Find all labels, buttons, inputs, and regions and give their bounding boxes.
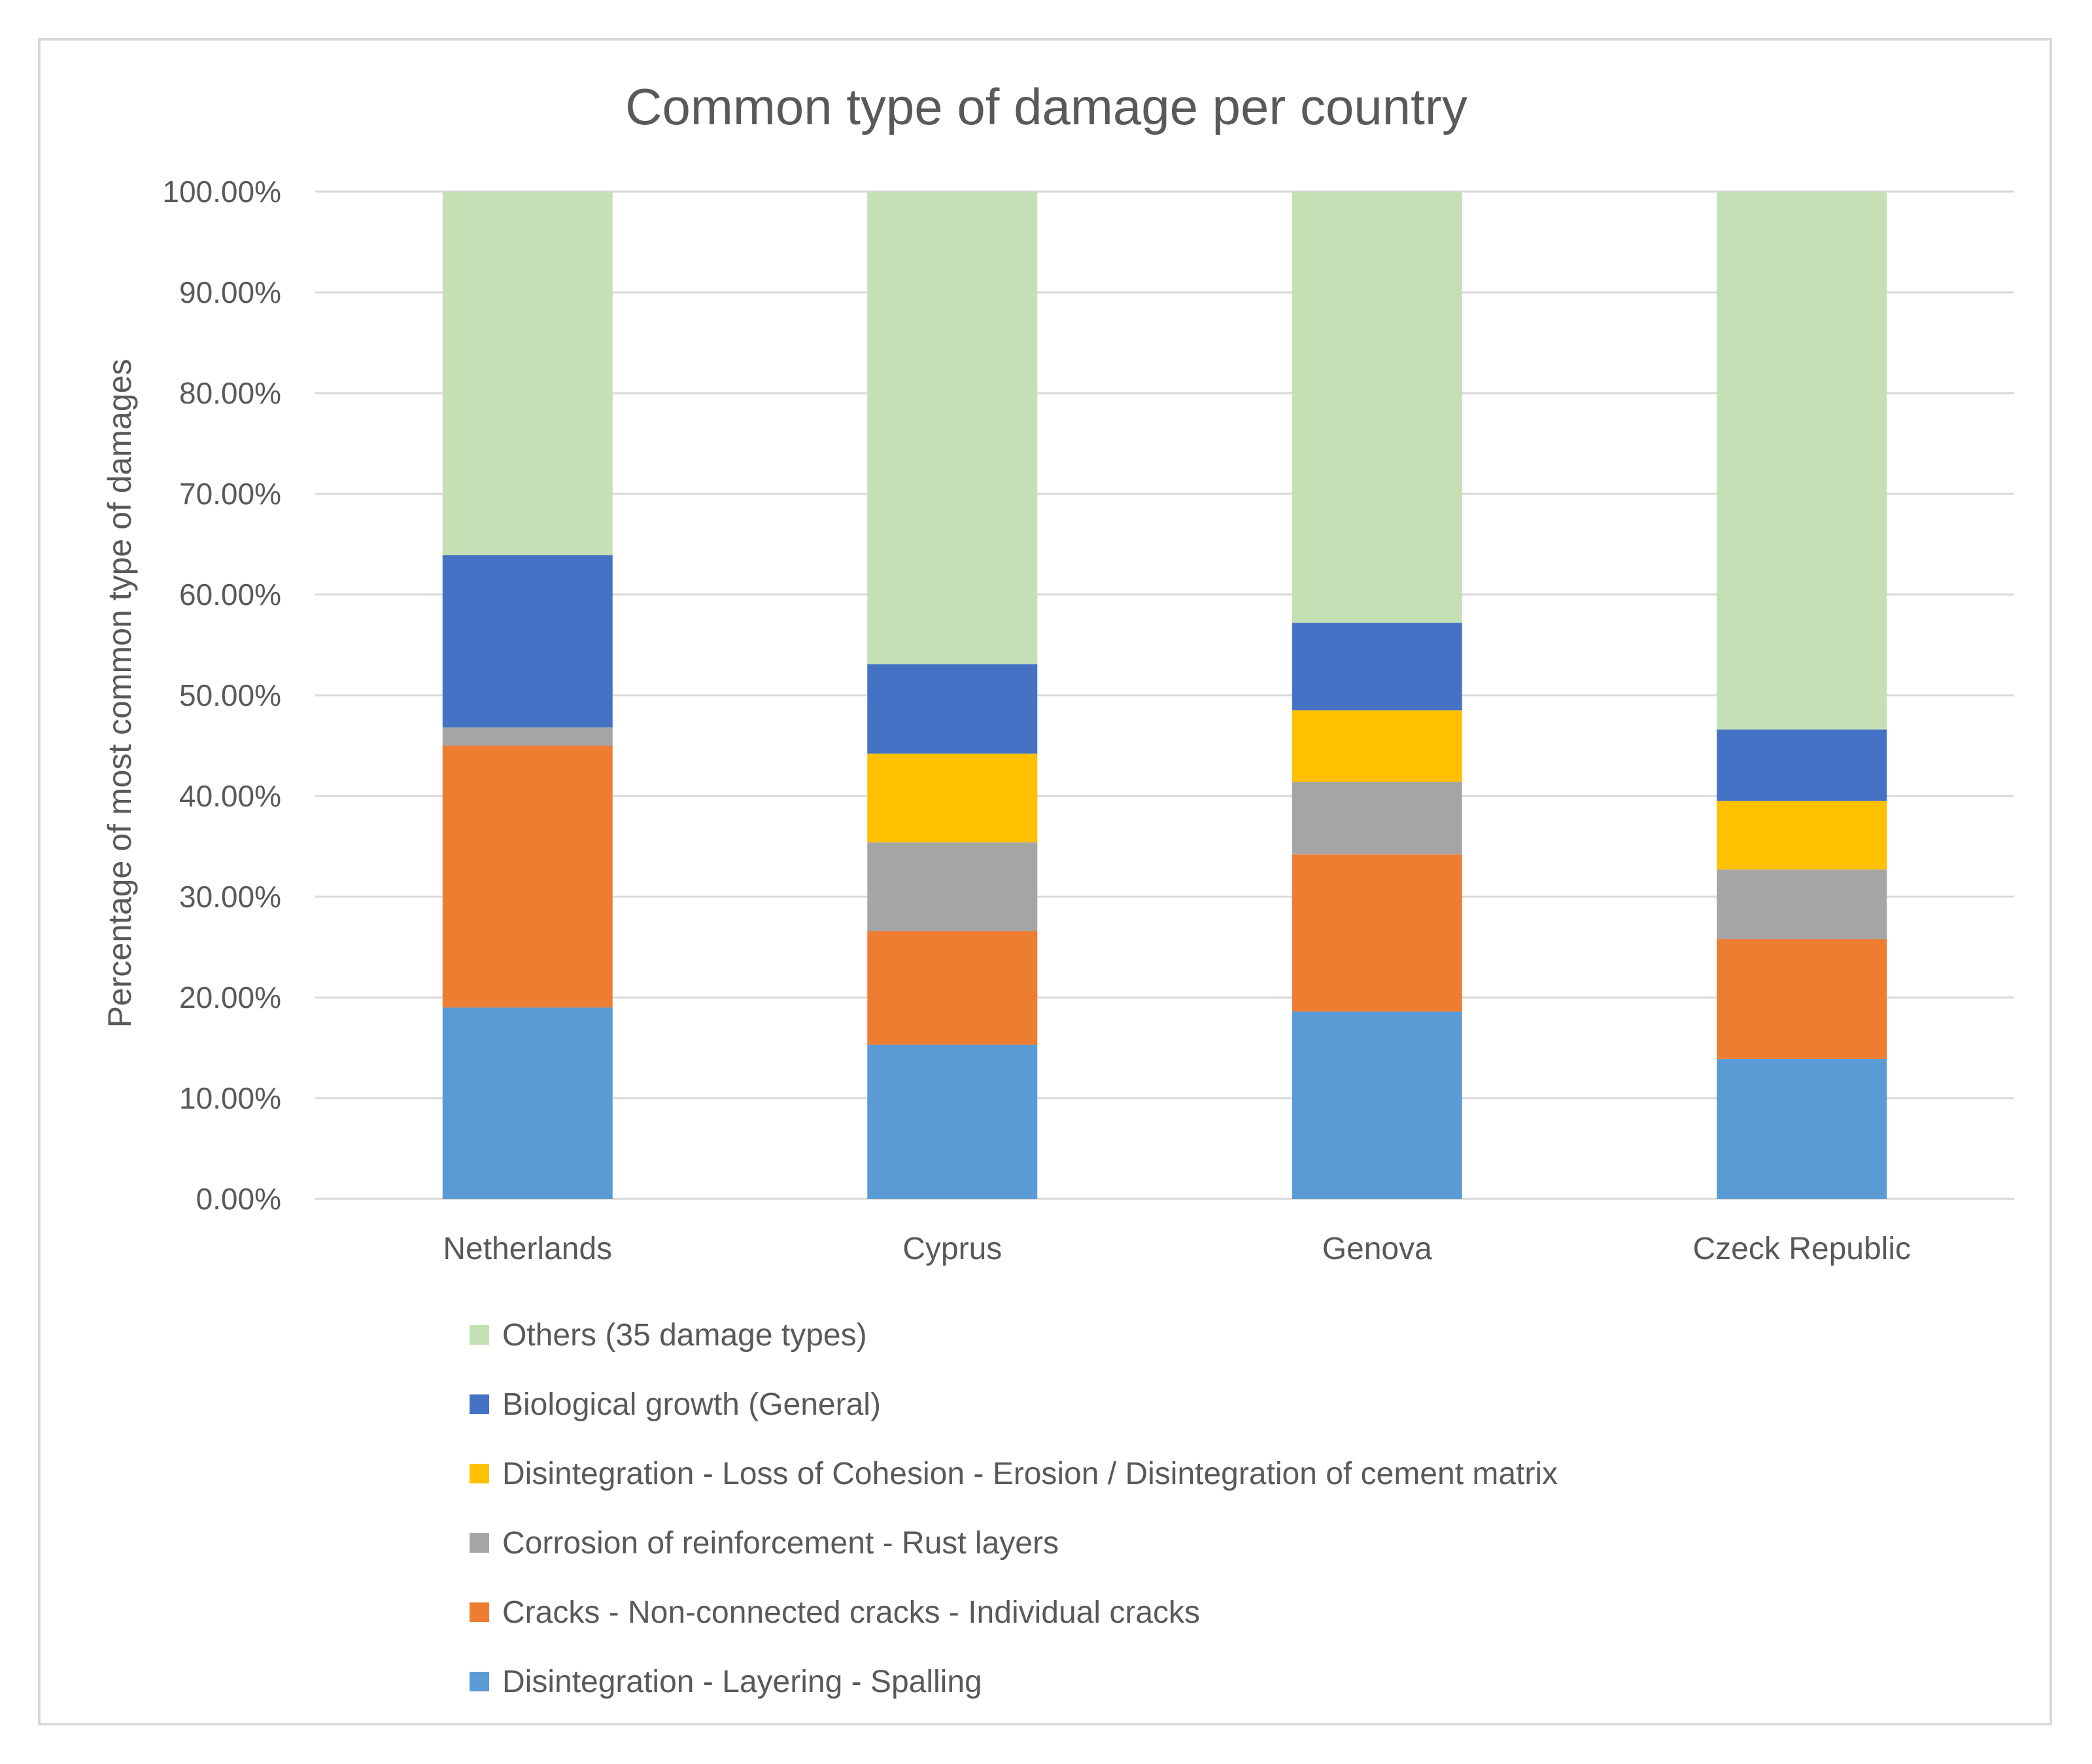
y-tick-label: 50.00% <box>179 678 281 712</box>
bar-segment <box>442 746 613 1008</box>
bar-segment <box>1717 939 1887 1059</box>
y-tick-label: 20.00% <box>179 980 281 1014</box>
chart-frame <box>38 38 2052 1725</box>
legend-swatch <box>470 1325 489 1345</box>
x-tick-label: Cyprus <box>902 1232 1002 1266</box>
legend-label: Biological growth (General) <box>502 1387 881 1422</box>
y-tick-label: 10.00% <box>179 1081 281 1115</box>
legend-item: Others (35 damage types) <box>470 1300 1558 1370</box>
legend-swatch <box>470 1533 489 1553</box>
legend-label: Disintegration - Loss of Cohesion - Eros… <box>502 1456 1558 1491</box>
bar-segment <box>867 664 1038 754</box>
y-tick-label: 70.00% <box>179 477 281 511</box>
bar-segment <box>442 727 613 746</box>
legend-item: Corrosion of reinforcement - Rust layers <box>470 1508 1558 1578</box>
bar-segment <box>867 753 1038 842</box>
legend-swatch <box>470 1602 489 1622</box>
y-axis-ticks: 0.00% 10.00% 20.00% 30.00% 40.00% 50.00% 60.00… <box>162 175 281 1216</box>
y-tick-label: 100.00% <box>162 175 281 209</box>
legend-label: Disintegration - Layering - Spalling <box>502 1664 982 1699</box>
bar-segment <box>867 842 1038 931</box>
y-tick-label: 30.00% <box>179 880 281 914</box>
x-tick-label: Genova <box>1322 1232 1432 1266</box>
bars <box>442 192 1887 1199</box>
legend-item: Disintegration - Loss of Cohesion - Eros… <box>470 1439 1558 1508</box>
legend-swatch <box>470 1672 489 1691</box>
bar-segment <box>867 931 1038 1045</box>
bar-segment <box>1717 801 1887 870</box>
bar-segment <box>867 1045 1038 1199</box>
legend-swatch <box>470 1394 489 1414</box>
bar-segment <box>1292 782 1462 855</box>
bar-segment <box>867 192 1038 665</box>
chart-title: Common type of damage per country <box>625 78 1467 135</box>
y-tick-label: 90.00% <box>179 275 281 309</box>
legend-label: Others (35 damage types) <box>502 1317 867 1353</box>
bar-segment <box>1717 1058 1887 1199</box>
legend-swatch <box>470 1464 489 1483</box>
legend-item: Cracks - Non-connected cracks - Individu… <box>470 1578 1558 1647</box>
y-axis-label: Percentage of most common type of damage… <box>101 359 138 1028</box>
legend: Others (35 damage types) Biological growt… <box>470 1300 1558 1716</box>
bar-segment <box>1717 869 1887 939</box>
legend-item: Disintegration - Layering - Spalling <box>470 1647 1558 1716</box>
y-tick-label: 0.00% <box>196 1182 281 1216</box>
y-tick-label: 40.00% <box>179 779 281 813</box>
bar-segment <box>1292 710 1462 782</box>
y-tick-label: 60.00% <box>179 578 281 612</box>
bar-segment <box>1717 729 1887 801</box>
bar-segment <box>442 555 613 728</box>
legend-item: Biological growth (General) <box>470 1370 1558 1439</box>
bar-segment <box>442 1007 613 1199</box>
bar-segment <box>1292 623 1462 711</box>
bar-segment <box>442 192 613 555</box>
bar-segment <box>1292 192 1462 623</box>
x-tick-label: Czeck Republic <box>1693 1232 1911 1266</box>
y-tick-label: 80.00% <box>179 376 281 410</box>
legend-label: Corrosion of reinforcement - Rust layers <box>502 1525 1059 1561</box>
x-axis-ticks: Netherlands Cyprus Genova Czeck Republic <box>443 1232 1911 1266</box>
bar-segment <box>1292 854 1462 1012</box>
bar-segment <box>1717 192 1887 730</box>
bar-segment <box>1292 1011 1462 1199</box>
legend-label: Cracks - Non-connected cracks - Individu… <box>502 1595 1201 1630</box>
x-tick-label: Netherlands <box>443 1232 612 1266</box>
